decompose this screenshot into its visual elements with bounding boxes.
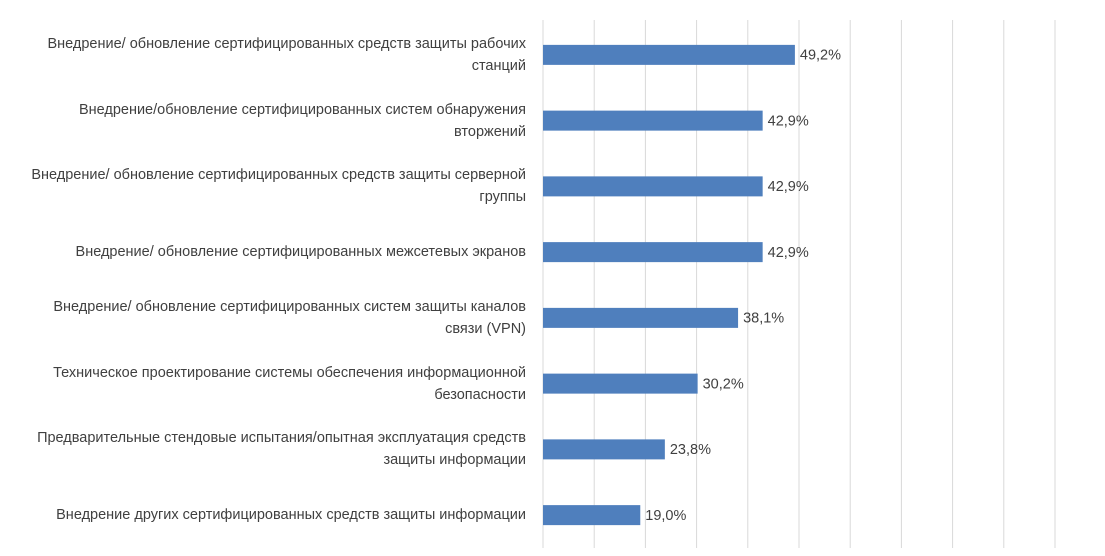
value-label: 19,0% (645, 508, 686, 524)
category-label: Внедрение/обновление сертифицированных с… (78, 101, 526, 140)
value-label: 42,9% (768, 179, 809, 195)
category-label: Предварительные стендовые испытания/опыт… (37, 430, 526, 469)
category-label: Внедрение/ обновление сертифицированных … (75, 244, 526, 261)
bar (543, 110, 763, 131)
bar (543, 176, 763, 197)
category-label: Внедрение/ обновление сертифицированных … (47, 35, 526, 74)
bar (543, 307, 739, 328)
value-label: 38,1% (743, 311, 784, 327)
value-label: 42,9% (768, 113, 809, 129)
bar (543, 44, 795, 65)
bar (543, 439, 665, 460)
value-label: 42,9% (768, 245, 809, 261)
category-label: Внедрение других сертифицированных средс… (56, 507, 526, 524)
value-label: 30,2% (703, 376, 744, 392)
bar (543, 373, 698, 394)
category-label: Внедрение/ обновление сертифицированных … (53, 298, 526, 337)
value-label: 23,8% (670, 442, 711, 458)
category-label: Техническое проектирование системы обесп… (53, 364, 526, 403)
category-label: Внедрение/ обновление сертифицированных … (31, 167, 526, 206)
bar (543, 505, 641, 526)
value-label: 49,2% (800, 48, 841, 64)
bar (543, 242, 763, 263)
